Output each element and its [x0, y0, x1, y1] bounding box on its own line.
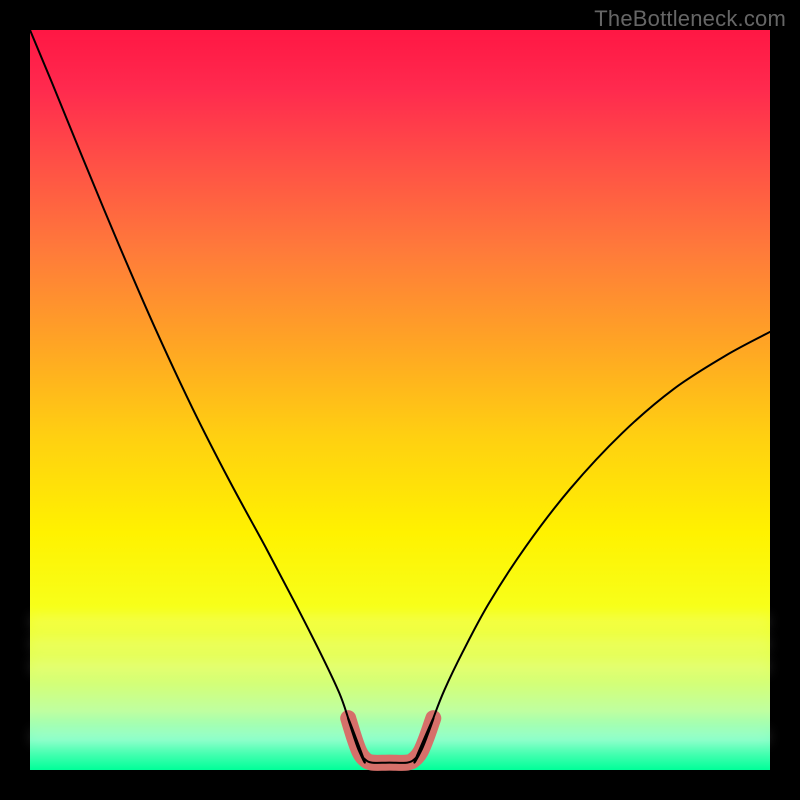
- watermark-text: TheBottleneck.com: [594, 6, 786, 32]
- bottleneck-chart: [0, 0, 800, 800]
- chart-container: TheBottleneck.com: [0, 0, 800, 800]
